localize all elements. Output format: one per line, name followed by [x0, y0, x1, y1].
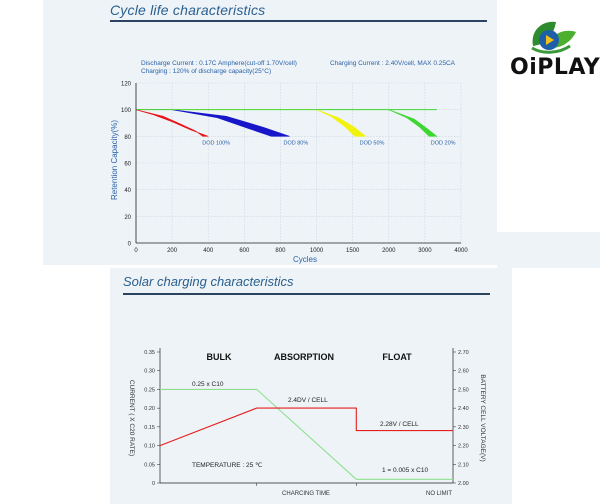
y-tick-label: 80	[124, 135, 131, 141]
phase-absorption-label: ABSORPTION	[274, 352, 334, 362]
right-y-tick-label: 2.30	[458, 425, 469, 431]
logo-text: OiPLAY	[510, 55, 600, 80]
series-band-dod50	[136, 109, 367, 137]
float-voltage-label: 2.28V / CELL	[380, 421, 419, 428]
temperature-label: TEMPERATURE : 25 ℃	[192, 462, 263, 469]
phase-float-label: FLOAT	[382, 352, 412, 362]
left-y-tick-label: 0.05	[144, 462, 155, 468]
series-label: DOD 50%	[360, 140, 385, 146]
x-tick-label: 200	[167, 248, 178, 254]
series-band-dod80	[136, 109, 290, 137]
series-band-dod20	[136, 109, 438, 137]
left-y-tick-label: 0.10	[144, 444, 155, 450]
left-y-tick-label: 0.25	[144, 387, 155, 393]
right-y-tick-label: 2.40	[458, 406, 469, 412]
x-tick-label: 400	[203, 248, 214, 254]
series-line-current	[160, 388, 453, 480]
x-axis-label: CHARCING TIME	[282, 491, 330, 497]
x-tick-label: 600	[239, 248, 250, 254]
y-tick-label: 20	[124, 215, 131, 221]
solar-charging-chart: 0 0.05 0.10 0.15 0.20 0.25 0.30 0.35 2.00 2.10 2.2…	[128, 348, 486, 497]
phase-bulk-label: BULK	[207, 352, 232, 362]
oiplay-logo	[531, 21, 576, 54]
leaf-icon	[531, 21, 576, 54]
x-tick-label: 1500	[346, 248, 360, 254]
background-strip	[497, 232, 600, 268]
left-y-tick-label: 0.30	[144, 369, 155, 375]
left-y-axis-label: CURRENT ( X C20 RATE)	[128, 380, 135, 456]
axes: 0 0.05 0.10 0.15 0.20 0.25 0.30 0.35 2.00 2.10 2.2…	[144, 348, 469, 487]
left-y-tick-label: 0	[152, 481, 155, 487]
series-labels: DOD 100% DOD 80% DOD 50% DOD 20%	[202, 140, 455, 146]
x-tick-label: 0	[134, 248, 138, 254]
x-axis-label: Cycles	[293, 255, 317, 264]
right-y-tick-label: 2.10	[458, 462, 469, 468]
right-y-tick-label: 2.70	[458, 350, 469, 356]
title-divider	[110, 20, 487, 22]
y-tick-label: 100	[121, 108, 132, 114]
right-y-tick-label: 2.20	[458, 444, 469, 450]
series-label: DOD 100%	[202, 140, 230, 146]
axes: 0 20 40 60 80 100 120 0 200 400 600 800 1000 1500 2000…	[121, 82, 468, 255]
solar-charging-title: Solar charging characteristics	[123, 274, 294, 289]
right-y-tick-label: 2.60	[458, 369, 469, 375]
grid	[135, 82, 462, 244]
series-lines	[159, 388, 453, 480]
x-tick-label: 800	[275, 248, 286, 254]
series-label: DOD 80%	[283, 140, 308, 146]
cycle-life-title: Cycle life characteristics	[110, 2, 266, 18]
x-tick-label: 2000	[382, 248, 396, 254]
left-y-tick-label: 0.15	[144, 425, 155, 431]
left-y-tick-label: 0.20	[144, 406, 155, 412]
series-band-dod100	[135, 109, 209, 137]
y-tick-label: 120	[121, 82, 132, 88]
right-y-tick-label: 2.00	[458, 481, 469, 487]
y-tick-label: 60	[124, 162, 131, 168]
left-y-tick-label: 0.35	[144, 350, 155, 356]
series-label: DOD 20%	[431, 140, 456, 146]
x-tick-label: 3000	[418, 248, 432, 254]
y-axis-label: Retention Capacity(%)	[110, 120, 119, 200]
charging-current-note: Charging Current : 2.40V/cell, MAX 0.25C…	[330, 60, 456, 67]
float-current-label: 1 = 0.005 x C10	[382, 467, 428, 474]
title-divider	[123, 293, 490, 295]
right-y-axis-label: BATTERY CELL VOLTAGE(V)	[479, 374, 486, 461]
x-tick-label: 1000	[310, 248, 324, 254]
y-tick-label: 40	[124, 188, 131, 194]
series-bands	[135, 109, 438, 137]
y-tick-label: 0	[128, 242, 132, 248]
solar-charging-panel: Solar charging characteristics	[110, 268, 512, 504]
cycle-life-chart: Discharge Current : 0.17C Amphere(cut-of…	[110, 60, 468, 264]
bulk-current-label: 0.25 x C10	[192, 381, 224, 388]
charging-note: Charging : 120% of discharge capacity(25…	[141, 67, 271, 75]
right-y-tick-label: 2.50	[458, 387, 469, 393]
series-line-voltage	[159, 407, 453, 447]
x-axis-end-label: NO LIMIT	[426, 491, 452, 497]
discharge-note: Discharge Current : 0.17C Amphere(cut-of…	[141, 60, 297, 67]
x-tick-label: 4000	[454, 248, 468, 254]
absorption-voltage-label: 2.4DV / CELL	[288, 397, 328, 404]
